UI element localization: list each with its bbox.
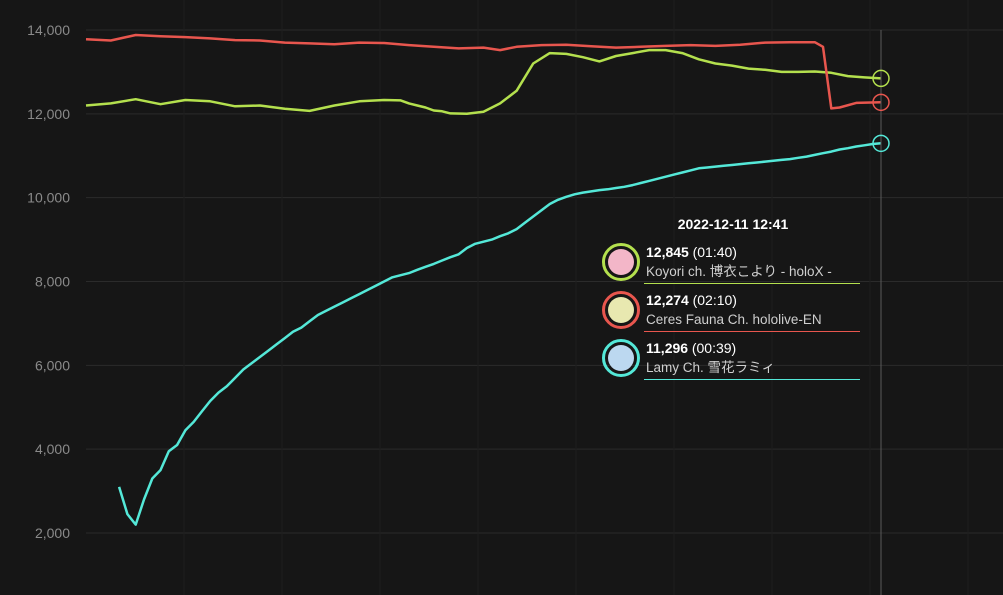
series-line-red bbox=[85, 33, 882, 110]
y-tick-label: 14,000 bbox=[27, 22, 70, 38]
lamy-avatar bbox=[602, 339, 640, 377]
y-tick-label: 10,000 bbox=[27, 190, 70, 206]
koyori-name: 博衣こより - holoX - bbox=[706, 264, 832, 279]
hover-markers bbox=[872, 69, 890, 153]
grid bbox=[86, 0, 1003, 595]
koyori-avatar bbox=[602, 243, 640, 281]
hover-marker-cyan bbox=[872, 134, 890, 153]
lamy-name: Lamy Ch. 雪花ラミィ bbox=[646, 360, 776, 375]
hover-tooltip: 2022-12-11 12:41 12,845 (01:40) Koyori c… bbox=[600, 216, 862, 384]
fauna-time: (02:10) bbox=[692, 292, 737, 308]
lamy-underline bbox=[644, 379, 860, 380]
koyori-value: 12,845 bbox=[646, 244, 689, 260]
lamy-avatar-icon bbox=[608, 345, 634, 371]
series-line-cyan bbox=[117, 142, 882, 526]
hover-marker-red bbox=[872, 93, 890, 112]
koyori-time: (01:40) bbox=[692, 244, 737, 260]
lamy-value: 11,296 bbox=[646, 340, 689, 356]
series-line-green bbox=[85, 48, 882, 116]
fauna-avatar-icon bbox=[608, 297, 634, 323]
fauna-avatar bbox=[602, 291, 640, 329]
tooltip-row-fauna[interactable]: 12,274 (02:10) Ceres Fauna Ch. hololive-… bbox=[600, 288, 862, 332]
y-axis-ticks: 2,000 4,000 6,000 8,000 10,000 12,000 14,000 bbox=[27, 22, 70, 541]
koyori-avatar-icon bbox=[608, 249, 634, 275]
tooltip-row-lamy[interactable]: 11,296 (00:39) Lamy Ch. 雪花ラミィ bbox=[600, 336, 862, 380]
fauna-name: Ceres Fauna Ch. hololive-EN bbox=[646, 312, 822, 327]
series-lines bbox=[85, 33, 882, 526]
fauna-underline bbox=[644, 331, 860, 332]
lamy-time: (00:39) bbox=[691, 340, 737, 356]
hover-marker-green bbox=[872, 69, 890, 88]
y-tick-label: 12,000 bbox=[27, 106, 70, 122]
tooltip-date: 2022-12-11 12:41 bbox=[677, 216, 789, 232]
koyori-underline bbox=[644, 283, 860, 284]
tooltip-row-koyori[interactable]: 12,845 (01:40) Koyori ch. 博衣こより - holoX … bbox=[600, 240, 862, 284]
koyori-name-bold: Koyori ch. bbox=[646, 264, 707, 279]
y-tick-label: 4,000 bbox=[35, 441, 70, 457]
y-tick-label: 8,000 bbox=[35, 274, 70, 290]
fauna-value: 12,274 bbox=[646, 292, 689, 308]
y-tick-label: 2,000 bbox=[35, 525, 70, 541]
y-tick-label: 6,000 bbox=[35, 357, 70, 373]
